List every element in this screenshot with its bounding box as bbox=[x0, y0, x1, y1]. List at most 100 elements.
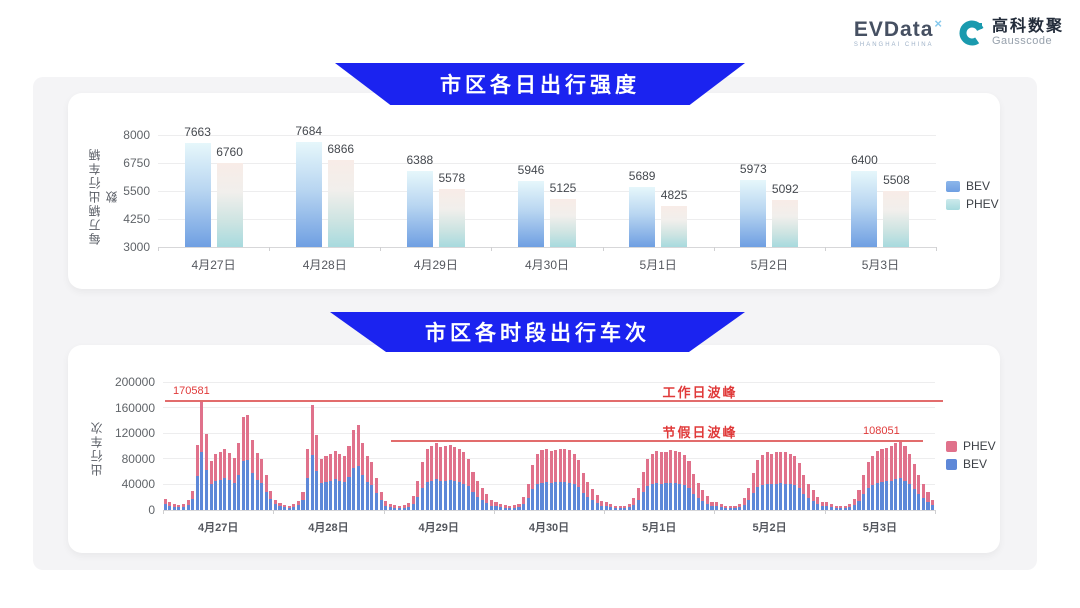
stacked-bar-phev[interactable] bbox=[315, 434, 319, 471]
stacked-bar-phev[interactable] bbox=[715, 502, 719, 507]
stacked-bar-bev[interactable] bbox=[871, 484, 875, 510]
stacked-bar-bev[interactable] bbox=[802, 493, 806, 510]
stacked-bar-phev[interactable] bbox=[273, 499, 277, 505]
stacked-bar-phev[interactable] bbox=[820, 501, 824, 507]
stacked-bar-phev[interactable] bbox=[586, 482, 590, 498]
stacked-bar-bev[interactable] bbox=[788, 484, 792, 510]
bar-bev[interactable] bbox=[518, 181, 544, 247]
stacked-bar-phev[interactable] bbox=[613, 505, 618, 508]
stacked-bar-phev[interactable] bbox=[402, 504, 406, 508]
stacked-bar-phev[interactable] bbox=[319, 458, 323, 484]
stacked-bar-phev[interactable] bbox=[443, 446, 447, 481]
stacked-bar-phev[interactable] bbox=[875, 451, 879, 483]
stacked-bar-bev[interactable] bbox=[292, 506, 296, 510]
stacked-bar-phev[interactable] bbox=[825, 502, 829, 507]
stacked-bar-bev[interactable] bbox=[204, 470, 209, 510]
stacked-bar-bev[interactable] bbox=[669, 482, 673, 510]
stacked-bar-bev[interactable] bbox=[687, 487, 691, 510]
stacked-bar-phev[interactable] bbox=[912, 463, 916, 489]
stacked-bar-phev[interactable] bbox=[342, 456, 346, 483]
stacked-bar-bev[interactable] bbox=[885, 481, 889, 510]
stacked-bar-phev[interactable] bbox=[489, 500, 493, 506]
stacked-bar-phev[interactable] bbox=[609, 504, 613, 508]
stacked-bar-phev[interactable] bbox=[760, 454, 765, 485]
stacked-bar-bev[interactable] bbox=[379, 500, 383, 510]
bar-phev[interactable] bbox=[327, 160, 354, 247]
stacked-bar-phev[interactable] bbox=[186, 500, 190, 505]
stacked-bar-phev[interactable] bbox=[921, 484, 925, 499]
stacked-bar-bev[interactable] bbox=[636, 499, 640, 510]
stacked-bar-phev[interactable] bbox=[696, 483, 700, 498]
stacked-bar-bev[interactable] bbox=[756, 487, 760, 510]
stacked-bar-bev[interactable] bbox=[705, 503, 709, 510]
stacked-bar-bev[interactable] bbox=[682, 484, 686, 510]
stacked-bar-bev[interactable] bbox=[728, 508, 732, 510]
stacked-bar-phev[interactable] bbox=[756, 460, 760, 488]
stacked-bar-bev[interactable] bbox=[329, 480, 333, 510]
bar-bev[interactable] bbox=[406, 171, 433, 247]
stacked-bar-phev[interactable] bbox=[880, 449, 884, 483]
stacked-bar-phev[interactable] bbox=[898, 440, 902, 479]
stacked-bar-phev[interactable] bbox=[866, 462, 870, 488]
stacked-bar-bev[interactable] bbox=[719, 507, 723, 510]
stacked-bar-phev[interactable] bbox=[636, 487, 640, 500]
stacked-bar-phev[interactable] bbox=[218, 452, 222, 481]
bar-bev[interactable] bbox=[740, 180, 767, 247]
stacked-bar-phev[interactable] bbox=[531, 465, 535, 490]
stacked-bar-phev[interactable] bbox=[329, 453, 333, 481]
stacked-bar-bev[interactable] bbox=[402, 507, 406, 510]
stacked-bar-phev[interactable] bbox=[646, 458, 650, 487]
stacked-bar-phev[interactable] bbox=[788, 453, 792, 485]
stacked-bar-bev[interactable] bbox=[540, 482, 544, 510]
stacked-bar-phev[interactable] bbox=[931, 499, 935, 506]
stacked-bar-bev[interactable] bbox=[586, 497, 590, 510]
stacked-bar-bev[interactable] bbox=[494, 506, 498, 510]
stacked-bar-bev[interactable] bbox=[181, 506, 186, 510]
stacked-bar-phev[interactable] bbox=[499, 503, 503, 508]
stacked-bar-phev[interactable] bbox=[618, 506, 622, 509]
stacked-bar-bev[interactable] bbox=[430, 480, 434, 510]
stacked-bar-bev[interactable] bbox=[595, 503, 599, 510]
stacked-bar-phev[interactable] bbox=[590, 488, 595, 501]
stacked-bar-bev[interactable] bbox=[618, 508, 622, 510]
stacked-bar-phev[interactable] bbox=[485, 494, 489, 503]
stacked-bar-phev[interactable] bbox=[223, 449, 227, 479]
stacked-bar-phev[interactable] bbox=[549, 451, 553, 483]
stacked-bar-bev[interactable] bbox=[926, 501, 930, 510]
stacked-bar-bev[interactable] bbox=[664, 483, 668, 510]
stacked-bar-phev[interactable] bbox=[306, 449, 310, 479]
stacked-bar-bev[interactable] bbox=[237, 475, 241, 510]
stacked-bar-phev[interactable] bbox=[765, 452, 769, 484]
legend-item[interactable]: BEV bbox=[946, 179, 999, 193]
stacked-bar-phev[interactable] bbox=[278, 502, 282, 507]
stacked-bar-phev[interactable] bbox=[802, 474, 806, 494]
stacked-bar-bev[interactable] bbox=[774, 483, 778, 510]
stacked-bar-phev[interactable] bbox=[163, 498, 167, 504]
stacked-bar-phev[interactable] bbox=[204, 433, 209, 471]
stacked-bar-phev[interactable] bbox=[232, 457, 236, 483]
stacked-bar-phev[interactable] bbox=[457, 449, 461, 483]
stacked-bar-bev[interactable] bbox=[590, 500, 595, 510]
stacked-bar-phev[interactable] bbox=[719, 504, 723, 508]
stacked-bar-phev[interactable] bbox=[172, 504, 176, 507]
stacked-bar-bev[interactable] bbox=[324, 481, 328, 510]
stacked-bar-phev[interactable] bbox=[604, 502, 608, 507]
stacked-bar-bev[interactable] bbox=[439, 481, 443, 510]
stacked-bar-bev[interactable] bbox=[898, 478, 902, 510]
stacked-bar-phev[interactable] bbox=[370, 462, 374, 486]
stacked-bar-phev[interactable] bbox=[567, 450, 572, 483]
stacked-bar-phev[interactable] bbox=[512, 504, 516, 508]
stacked-bar-bev[interactable] bbox=[241, 461, 245, 510]
stacked-bar-bev[interactable] bbox=[250, 473, 254, 510]
stacked-bar-bev[interactable] bbox=[374, 493, 379, 510]
stacked-bar-phev[interactable] bbox=[526, 484, 530, 499]
stacked-bar-bev[interactable] bbox=[319, 483, 323, 510]
bar-phev[interactable] bbox=[883, 190, 910, 247]
stacked-bar-phev[interactable] bbox=[862, 474, 866, 494]
stacked-bar-bev[interactable] bbox=[641, 492, 645, 510]
stacked-bar-phev[interactable] bbox=[517, 503, 521, 508]
stacked-bar-phev[interactable] bbox=[600, 501, 604, 506]
stacked-bar-bev[interactable] bbox=[912, 488, 916, 510]
stacked-bar-phev[interactable] bbox=[365, 455, 369, 482]
stacked-bar-bev[interactable] bbox=[517, 507, 521, 510]
